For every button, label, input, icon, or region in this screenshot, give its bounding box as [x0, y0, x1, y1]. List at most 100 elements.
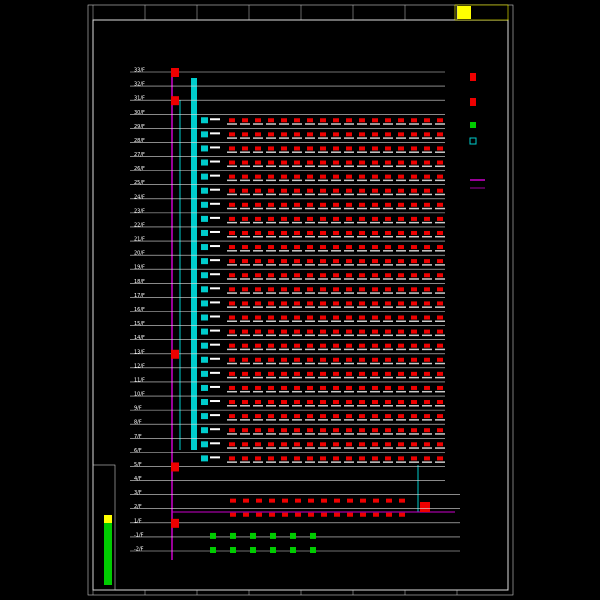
- basement-panel: [270, 532, 276, 539]
- unit-label: [409, 250, 419, 252]
- unit-symbol: [398, 428, 404, 433]
- unit-symbol: [346, 216, 352, 221]
- unit-label: [318, 376, 328, 379]
- panel-feed: [210, 160, 220, 163]
- unit-symbol: [359, 357, 365, 362]
- unit-label: [253, 207, 263, 210]
- floor-panel: [201, 300, 208, 307]
- unit-label: [422, 193, 432, 196]
- floor-panel: [201, 286, 208, 293]
- unit-symbol: [242, 188, 248, 193]
- unit-label: [435, 306, 445, 308]
- unit-label: [357, 306, 367, 308]
- unit-label: [331, 433, 341, 435]
- unit-label: [227, 264, 237, 266]
- title-table-fill: [457, 6, 471, 19]
- unit-label: [331, 221, 341, 224]
- unit-label: [305, 362, 315, 365]
- unit-symbol: [424, 315, 430, 320]
- unit-label: [344, 348, 354, 351]
- unit-symbol: [229, 160, 235, 165]
- unit-label: [240, 306, 250, 308]
- unit-label: [292, 179, 302, 182]
- unit-label: [370, 221, 380, 224]
- unit-label: [292, 447, 302, 449]
- unit-symbol: [294, 216, 300, 221]
- unit-symbol: [333, 315, 339, 320]
- unit-label: [344, 151, 354, 153]
- panel-feed: [210, 174, 220, 177]
- unit-symbol: [372, 371, 378, 376]
- unit-symbol: [229, 442, 235, 447]
- unit-label: [318, 405, 328, 407]
- unit-symbol: [320, 202, 326, 207]
- floor-label: 29/F: [134, 124, 145, 130]
- unit-symbol: [372, 315, 378, 320]
- unit-label: [370, 250, 380, 252]
- unit-label: [396, 419, 406, 421]
- panel-feed: [210, 343, 220, 346]
- floor-label: 12/F: [134, 363, 145, 369]
- floor-label: 25/F: [134, 180, 145, 186]
- unit-symbol: [281, 259, 287, 264]
- unit-symbol: [281, 329, 287, 334]
- unit-label: [292, 461, 302, 463]
- unit-symbol: [320, 160, 326, 165]
- unit-label: [253, 376, 263, 379]
- floor-label: 32/F: [134, 82, 145, 88]
- panel-feed: [210, 371, 220, 374]
- unit-label: [383, 390, 393, 393]
- unit-symbol: [281, 442, 287, 447]
- unit-symbol: [424, 371, 430, 376]
- unit-symbol: [385, 357, 391, 362]
- unit-symbol: [385, 428, 391, 433]
- unit-symbol: [372, 132, 378, 137]
- floor-label: 10/F: [134, 392, 145, 398]
- unit-symbol: [281, 174, 287, 179]
- floor-label: 28/F: [134, 138, 145, 144]
- unit-symbol: [307, 146, 313, 151]
- unit-label: [331, 348, 341, 351]
- unit-symbol: [255, 245, 261, 250]
- unit-symbol: [372, 160, 378, 165]
- unit-label: [370, 193, 380, 196]
- unit-symbol: [229, 329, 235, 334]
- unit-label: [279, 306, 289, 308]
- unit-symbol: [307, 400, 313, 405]
- unit-symbol: [411, 442, 417, 447]
- unit-label: [344, 461, 354, 463]
- unit-label: [253, 235, 263, 238]
- unit-label: [279, 461, 289, 463]
- unit-symbol: [321, 498, 327, 503]
- unit-symbol: [229, 174, 235, 179]
- unit-label: [344, 278, 354, 280]
- unit-label: [305, 264, 315, 266]
- floor-panel: [201, 413, 208, 420]
- unit-label: [240, 250, 250, 252]
- unit-symbol: [359, 315, 365, 320]
- legend-symbol: [470, 122, 476, 128]
- unit-label: [266, 292, 276, 294]
- unit-symbol: [294, 456, 300, 461]
- panel-feed: [210, 245, 220, 248]
- unit-symbol: [359, 202, 365, 207]
- unit-label: [240, 447, 250, 449]
- distribution-box: [171, 68, 179, 77]
- unit-label: [396, 235, 406, 238]
- unit-label: [422, 179, 432, 182]
- unit-symbol: [281, 188, 287, 193]
- unit-symbol: [294, 174, 300, 179]
- unit-symbol: [268, 414, 274, 419]
- unit-symbol: [346, 118, 352, 123]
- unit-symbol: [294, 329, 300, 334]
- unit-symbol: [229, 118, 235, 123]
- unit-symbol: [424, 385, 430, 390]
- unit-symbol: [229, 132, 235, 137]
- unit-symbol: [268, 343, 274, 348]
- basement-panel: [310, 532, 316, 539]
- unit-symbol: [333, 385, 339, 390]
- unit-symbol: [346, 273, 352, 278]
- unit-label: [344, 320, 354, 322]
- unit-label: [266, 179, 276, 182]
- unit-symbol: [229, 287, 235, 292]
